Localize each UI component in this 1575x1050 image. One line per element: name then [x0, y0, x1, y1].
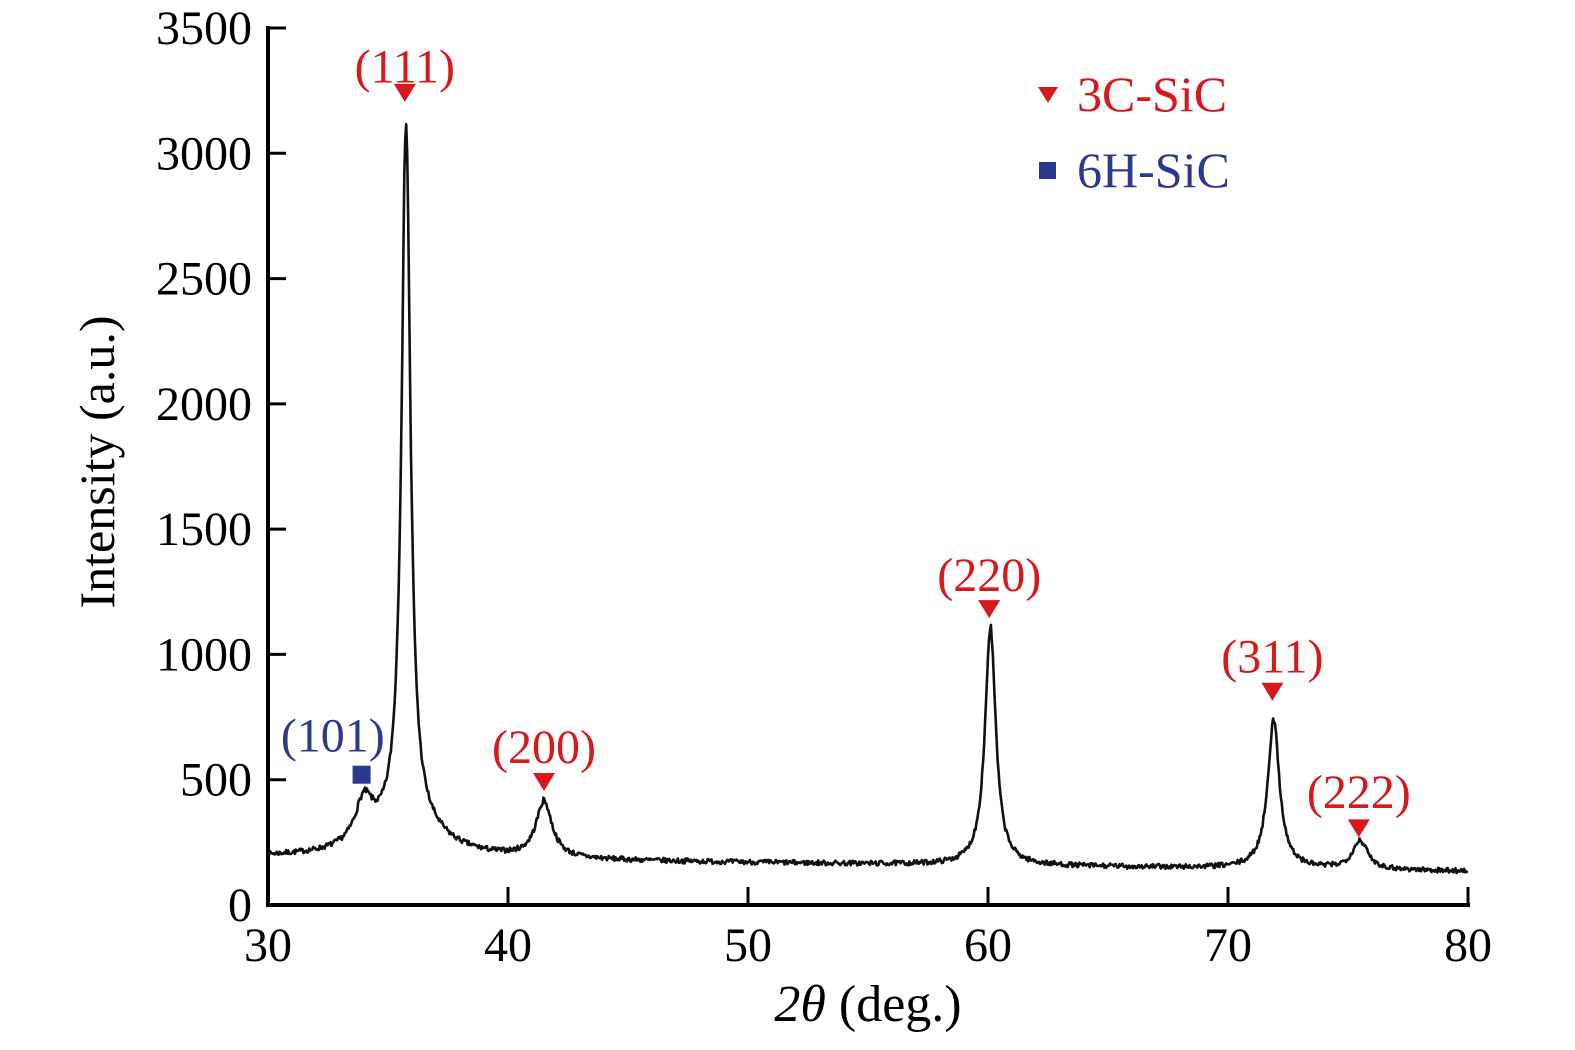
peak-annotation-220: (220)	[937, 549, 1041, 619]
peak-annotation-222: (222)	[1307, 766, 1411, 838]
y-tick-label: 1500	[156, 503, 252, 556]
x-tick-label: 50	[724, 919, 772, 972]
y-tick-label: 1000	[156, 628, 252, 681]
ticks	[266, 26, 1470, 907]
peak-annotation-200: (200)	[492, 721, 596, 791]
peak-label: (222)	[1307, 766, 1411, 819]
y-tick-label: 2000	[156, 378, 252, 431]
legend-label: 6H-SiC	[1077, 142, 1230, 198]
axes	[266, 26, 1470, 907]
legend: 3C-SiC 6H-SiC	[1035, 62, 1230, 202]
peak-label: (311)	[1221, 631, 1323, 684]
peak-label: (220)	[937, 549, 1041, 602]
tick-labels: 30 40 50 60 70 80 0 500 1000 1500 2000 2500 3000 3500	[156, 2, 1492, 972]
peak-annotation-111: (111)	[355, 41, 455, 102]
legend-label: 3C-SiC	[1077, 66, 1228, 122]
peak-label: (200)	[492, 721, 596, 774]
peak-label: (101)	[281, 710, 385, 763]
y-tick-label: 3000	[156, 127, 252, 180]
y-axis-label: Intensity (a.u.)	[69, 315, 125, 609]
peak-annotation-101: (101)	[281, 710, 385, 784]
y-tick-label: 500	[180, 754, 252, 807]
y-tick-label: 3500	[156, 2, 252, 55]
x-tick-label: 70	[1204, 919, 1252, 972]
x-tick-label: 30	[244, 919, 292, 972]
triangle-down-icon	[533, 772, 555, 791]
xrd-trace	[267, 122, 1469, 875]
legend-item-3c-sic: 3C-SiC	[1035, 62, 1230, 126]
x-axis-label-symbol: 2θ	[774, 976, 826, 1033]
y-tick-label: 0	[228, 879, 252, 932]
peak-annotation-311: (311)	[1221, 631, 1323, 701]
triangle-down-icon	[1038, 87, 1058, 103]
square-icon	[352, 765, 371, 784]
legend-item-6h-sic: 6H-SiC	[1035, 138, 1230, 202]
peak-label: (111)	[355, 41, 455, 94]
x-tick-label: 80	[1444, 919, 1492, 972]
square-icon	[1039, 162, 1056, 179]
x-tick-label: 60	[964, 919, 1012, 972]
x-axis-label: 2θ (deg.)	[268, 975, 1468, 1034]
triangle-down-icon	[978, 600, 1001, 619]
triangle-down-icon	[393, 83, 416, 102]
x-tick-label: 40	[484, 919, 532, 972]
x-axis-label-unit: (deg.)	[825, 976, 962, 1033]
triangle-down-icon	[1347, 819, 1370, 838]
peak-annotations: (111) (101) (200) (220) (311) (222)	[281, 41, 1411, 838]
triangle-down-icon	[1261, 682, 1284, 701]
y-tick-label: 2500	[156, 253, 252, 306]
